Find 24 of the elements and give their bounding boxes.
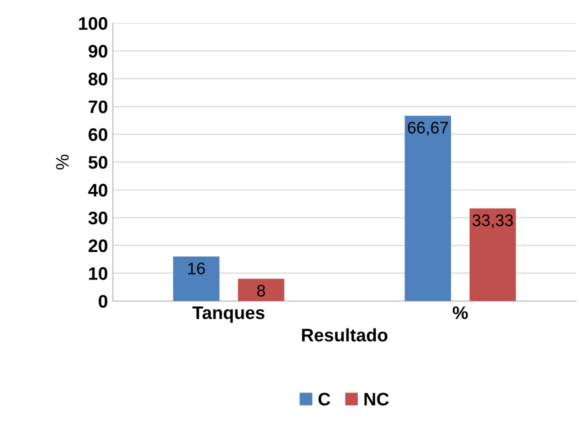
bar <box>404 116 452 302</box>
legend-label: NC <box>364 392 389 406</box>
y-tick-label: 50 <box>88 156 108 169</box>
y-tick-label: 80 <box>88 72 108 86</box>
x-axis-title: Resultado <box>302 328 388 342</box>
x-tick-label: Tanques <box>192 306 264 323</box>
data-label: 66,67 <box>408 122 448 136</box>
data-label: 16 <box>188 262 205 274</box>
bar <box>238 278 284 302</box>
legend-label: C <box>318 392 330 406</box>
y-tick-label: 30 <box>88 212 108 224</box>
data-label: 8 <box>257 284 266 297</box>
y-tick-label: 70 <box>88 100 108 114</box>
bar <box>470 208 516 302</box>
bar <box>173 256 220 302</box>
y-tick-label: 10 <box>89 267 108 280</box>
y-tick-label: 60 <box>88 128 108 142</box>
y-tick-label: 40 <box>88 184 108 197</box>
data-label: 33,33 <box>472 214 513 228</box>
y-tick-label: 90 <box>88 44 108 58</box>
y-tick-label: 20 <box>88 239 108 252</box>
y-axis-title: % <box>56 154 69 170</box>
y-tick-label: 100 <box>79 17 108 30</box>
y-tick-label: 0 <box>98 294 108 308</box>
